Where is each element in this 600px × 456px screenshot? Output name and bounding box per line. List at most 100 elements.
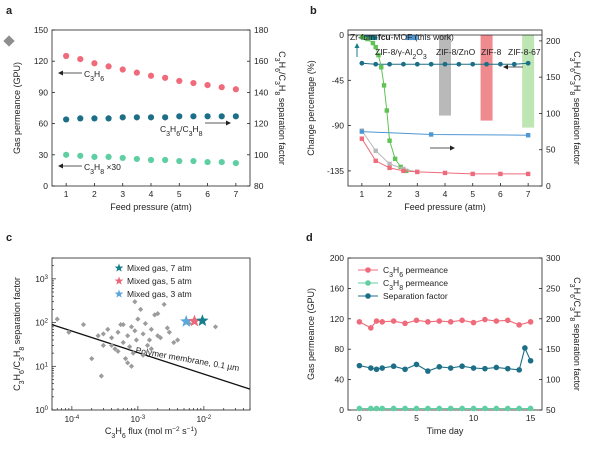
legend-marker-d [365,267,371,273]
literature-point-c [66,329,72,335]
bar-b-4 [522,35,535,128]
bar-label-b-0: Zr-fum-fcu-MOF (this work) [350,32,454,42]
data-point-d-series0 [402,320,408,327]
bar-label-b-2: ZIF-8/ZnO [436,47,476,57]
data-point-d-series1 [402,405,408,412]
data-point-b-series1 [379,65,384,70]
data-point-a-series2 [232,160,239,167]
y-tick-label-right-b: 150 [546,72,560,82]
panel-label-d: d [306,232,313,244]
data-point-d-series0 [482,316,488,323]
y-tick-label-left-d: 200 [330,253,344,263]
literature-point-c [140,352,146,358]
data-point-d-series1 [447,405,454,412]
data-point-b-series1 [376,52,381,58]
data-point-a-series1 [133,114,140,121]
literature-point-c [125,333,131,339]
panel-label-a: a [6,5,13,17]
bar-b-0 [363,35,378,41]
x-tick-label-a: 1 [64,189,69,199]
bar-arrowhead-b-0 [354,43,360,48]
data-point-a-series0 [91,60,98,67]
data-point-a-series2 [63,151,70,158]
data-point-d-series0 [356,319,363,325]
x-axis-label-c: C3H6 flux (mol m−2 s−1) [105,426,197,440]
data-point-b-series1 [381,83,387,88]
data-point-a-series2 [176,157,183,165]
data-point-a-series0 [232,86,239,93]
data-point-a-series2 [190,157,197,165]
data-point-b-series0 [525,60,531,66]
data-point-a-series1 [204,113,211,120]
bar-label-b-3: ZIF-8 [481,47,502,57]
data-point-b-series0 [414,61,420,67]
data-point-a-series2 [133,155,140,163]
data-point-b-series1 [365,36,370,42]
series-line-b-1 [361,36,407,172]
panel-label-b: b [310,5,317,17]
data-point-d-series2 [379,365,386,371]
y-axis-label-left-b: Change percentage (%) [306,60,316,156]
arrowhead-ratio-a [226,120,231,126]
data-point-d-series1 [368,405,374,412]
data-point-d-series1 [516,405,522,412]
y-tick-label-left-b: -90 [332,121,345,131]
data-point-a-series1 [218,113,225,120]
data-point-d-series0 [390,318,397,324]
legend-label-c: Mixed gas, 5 atm [127,276,192,286]
data-point-d-series1 [390,405,397,412]
literature-point-c [100,342,106,349]
data-point-d-series1 [493,405,500,412]
y-tick-label-left-a: 150 [34,25,48,35]
data-point-d-series0 [436,318,443,324]
data-point-d-series0 [447,319,454,325]
literature-point-c [98,373,104,379]
literature-point-c [132,299,138,305]
data-point-d-series1 [413,405,420,412]
y-tick-label-right-b: 50 [546,145,556,155]
y-tick-label-right-a: 160 [254,56,268,66]
data-point-b-series3 [525,171,531,177]
literature-point-c [89,355,95,362]
bar-label-b-1: ZIF-8/γ-Al2O3 [375,47,427,61]
literature-point-c [80,321,87,328]
literature-point-c [115,329,121,335]
data-point-d-series1 [425,405,431,412]
data-point-a-series1 [105,115,112,122]
data-point-b-series0 [359,60,365,66]
data-point-b-series3 [387,165,392,171]
data-point-d-series2 [482,365,488,372]
y-tick-label-right-b: 100 [546,108,560,118]
data-point-b-series3 [401,168,406,174]
y-tick-label-left-b: -135 [327,166,344,176]
x-tick-label-c: 10-3 [130,414,145,424]
plot-frame-d [347,257,543,411]
annotation-ratio-a: C3H6/C3H8 [160,124,203,138]
data-point-b-series3 [498,171,503,177]
legend-label-d: C3H6 permeance [383,265,448,279]
data-point-d-series1 [436,405,443,412]
legend-marker-d [365,280,371,286]
data-point-d-series2 [390,363,397,370]
data-point-b-series0 [470,61,476,67]
y-tick-label-left-a: 60 [39,119,49,129]
x-tick-label-d: 0 [357,413,362,423]
bar-label-b-4: ZIF-8-67 [508,47,541,57]
y-tick-label-right-d: 50 [546,405,556,415]
x-tick-label-a: 2 [92,189,97,199]
literature-point-c [125,360,131,366]
y-tick-label-right-b: 200 [546,36,560,46]
x-tick-label-b: 2 [387,189,392,199]
x-tick-label-c: 10-4 [64,414,79,424]
x-tick-label-a: 6 [205,189,210,199]
data-point-d-series2 [413,361,420,368]
data-point-b-series0 [387,61,392,67]
data-point-d-series2 [425,368,431,374]
y-tick-label-c: 100 [35,405,48,415]
panel-label-c: c [6,232,12,244]
data-point-b-series1 [359,34,365,40]
literature-point-c [171,339,177,346]
y-tick-label-right-d: 300 [546,253,560,263]
literature-point-c [132,328,138,334]
data-point-d-series0 [504,317,511,324]
